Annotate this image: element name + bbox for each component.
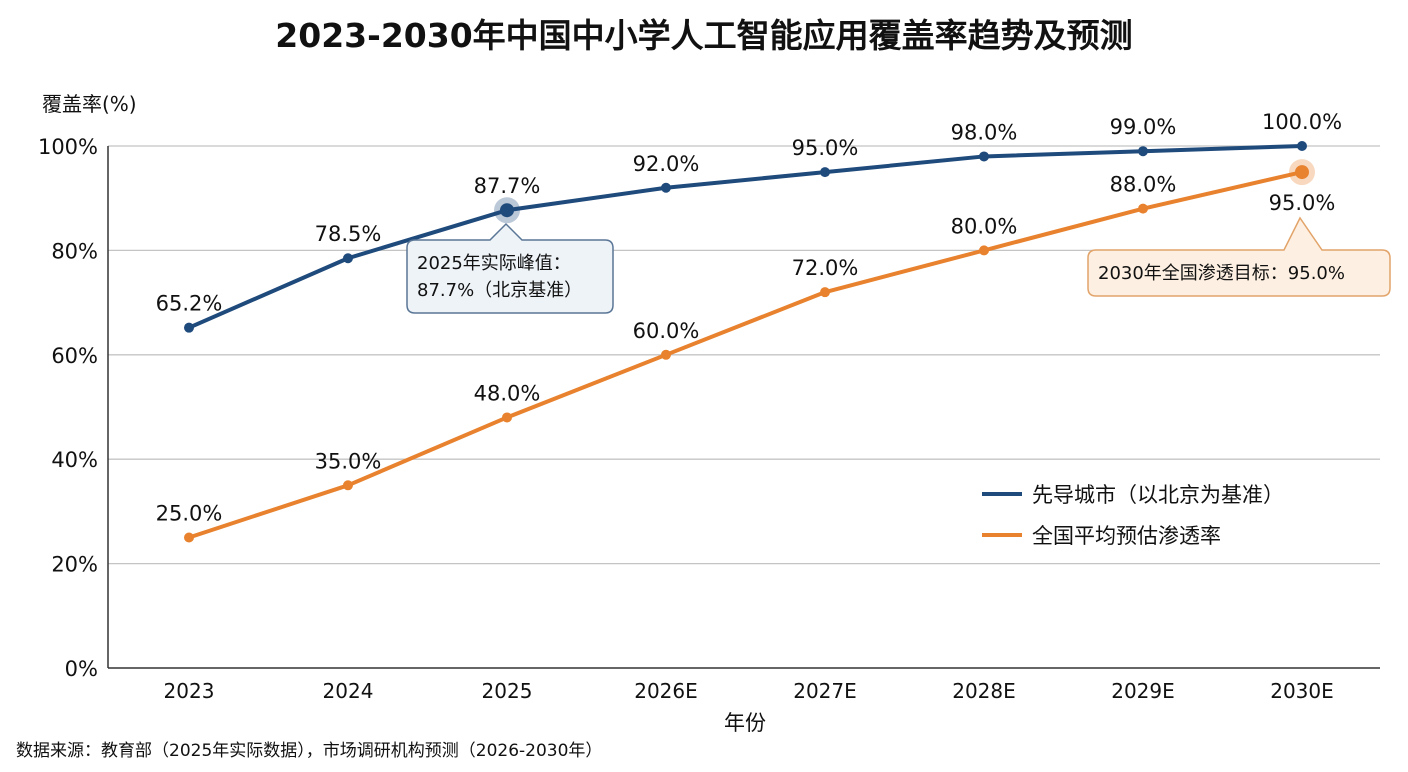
x-tick-label: 2028E [952, 679, 1016, 703]
data-point [1138, 203, 1148, 214]
annotation-text: 2025年实际峰值： [417, 253, 571, 274]
data-point [979, 151, 989, 162]
annotation-text: 87.7%（北京基准） [417, 280, 582, 301]
data-label: 72.0% [792, 256, 859, 280]
x-tick-label: 2027E [793, 679, 857, 703]
data-point [184, 322, 194, 333]
data-point [661, 182, 671, 193]
y-tick-label: 100% [38, 135, 98, 159]
data-label: 88.0% [1110, 173, 1177, 197]
x-tick-label: 2024 [323, 679, 374, 703]
y-tick-label: 80% [51, 239, 98, 263]
x-axis-title: 年份 [724, 711, 766, 735]
data-label: 87.7% [474, 174, 541, 198]
data-point [1138, 146, 1148, 157]
data-point [979, 245, 989, 256]
x-tick-label: 2029E [1111, 679, 1175, 703]
y-tick-label: 60% [51, 344, 98, 368]
data-label: 92.0% [633, 152, 700, 176]
legend-label: 全国平均预估渗透率 [1032, 524, 1221, 548]
data-point [502, 412, 512, 423]
data-label: 35.0% [315, 449, 382, 473]
annotation-callout [1087, 216, 1391, 297]
annotation-text: 2030年全国渗透目标：95.0% [1098, 263, 1345, 284]
data-point [820, 167, 830, 178]
x-tick-label: 2026E [634, 679, 698, 703]
y-axis-title: 覆盖率(%) [42, 92, 137, 116]
y-tick-label: 20% [51, 553, 98, 577]
annotation-callout [406, 222, 614, 314]
source-note: 数据来源：教育部（2025年实际数据），市场调研机构预测（2026-2030年） [16, 741, 602, 761]
data-label: 60.0% [633, 319, 700, 343]
data-label: 99.0% [1110, 115, 1177, 139]
data-point [1295, 165, 1309, 180]
chart-title: 2023-2030年中国中小学人工智能应用覆盖率趋势及预测 [275, 16, 1132, 55]
data-label: 80.0% [951, 214, 1018, 238]
x-tick-label: 2030E [1270, 679, 1334, 703]
x-tick-label: 2023 [164, 679, 215, 703]
data-label: 95.0% [1269, 191, 1336, 215]
legend-label: 先导城市（以北京为基准） [1032, 483, 1284, 507]
y-tick-label: 40% [51, 448, 98, 472]
data-point [500, 203, 514, 218]
data-label: 65.2% [156, 292, 223, 316]
x-tick-label: 2025 [482, 679, 533, 703]
data-point [184, 532, 194, 543]
data-label: 78.5% [315, 222, 382, 246]
series-line [188, 144, 1303, 330]
data-point [820, 287, 830, 298]
data-label: 48.0% [474, 381, 541, 405]
data-label: 95.0% [792, 136, 859, 160]
data-point [1297, 141, 1307, 151]
data-label: 25.0% [156, 502, 223, 526]
data-point [343, 480, 353, 491]
data-point [661, 349, 671, 360]
data-point [343, 253, 353, 264]
series-line [188, 170, 1303, 540]
data-label: 98.0% [951, 120, 1018, 144]
data-label: 100.0% [1262, 110, 1342, 134]
y-tick-label: 0% [65, 657, 98, 681]
